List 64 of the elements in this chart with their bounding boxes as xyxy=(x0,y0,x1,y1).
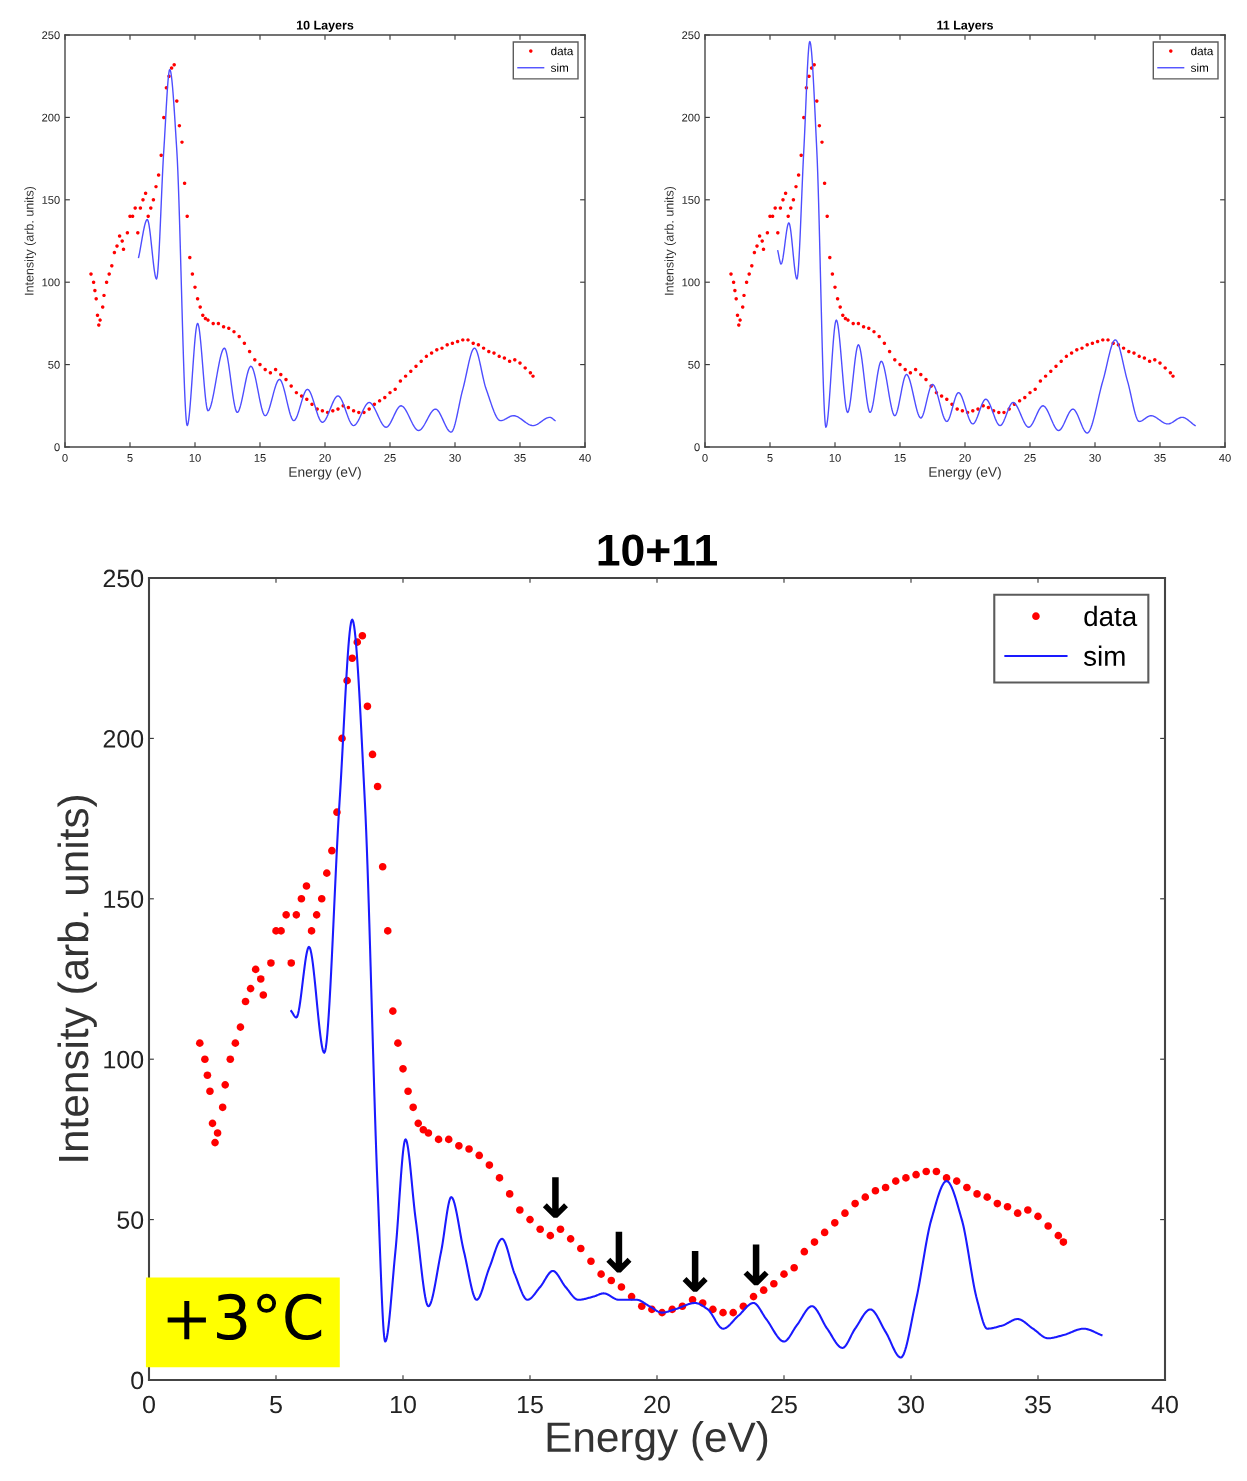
x-tick-label: 30 xyxy=(898,1395,924,1414)
legend-label: data xyxy=(1191,46,1214,56)
y-tick-label: 250 xyxy=(42,31,60,40)
y-tick-label: 200 xyxy=(682,113,700,122)
x-tick-label: 20 xyxy=(319,453,331,462)
y-axis-title: Intensity (arb. units) xyxy=(57,795,97,1161)
x-tick-label: 5 xyxy=(270,1395,282,1414)
y-tick-label: 250 xyxy=(103,569,144,588)
x-tick-label: 25 xyxy=(771,1395,797,1414)
x-tick-label: 15 xyxy=(254,454,266,462)
x-tick-label: 30 xyxy=(1089,453,1101,462)
x-tick-label: 5 xyxy=(127,454,133,462)
annotation: ↓ xyxy=(682,1250,708,1292)
x-tick-label: 10 xyxy=(189,453,201,462)
legend-label: sim xyxy=(1083,645,1125,666)
x-axis-title: Energy (eV) xyxy=(547,1421,768,1461)
y-tick-label: 50 xyxy=(117,1211,144,1229)
y-tick-label: 100 xyxy=(682,278,700,287)
x-tick-label: 20 xyxy=(644,1395,670,1414)
x-axis-title: Energy (eV) xyxy=(289,466,361,480)
legend-label: data xyxy=(551,46,574,56)
x-tick-label: 25 xyxy=(1024,453,1036,462)
y-tick-label: 50 xyxy=(688,360,700,369)
y-tick-label: 200 xyxy=(103,730,144,748)
y-tick-label: 200 xyxy=(42,113,60,122)
x-tick-label: 15 xyxy=(894,454,906,462)
legend-label: data xyxy=(1084,605,1138,627)
y-tick-label: 150 xyxy=(42,196,60,204)
x-tick-label: 30 xyxy=(449,453,461,462)
x-tick-label: 35 xyxy=(1025,1395,1051,1414)
y-tick-label: 50 xyxy=(48,360,60,369)
x-axis-title: Energy (eV) xyxy=(929,466,1001,480)
y-axis-title: Intensity (arb. units) xyxy=(24,186,37,295)
x-tick-label: 0 xyxy=(702,453,708,462)
x-tick-label: 40 xyxy=(1151,1395,1178,1414)
x-tick-label: 10 xyxy=(391,1395,416,1414)
annotation: ↓ xyxy=(542,1177,568,1218)
y-tick-label: 0 xyxy=(131,1371,144,1390)
x-tick-label: 40 xyxy=(1219,453,1231,462)
y-tick-label: 250 xyxy=(682,31,700,40)
x-tick-label: 5 xyxy=(767,454,773,462)
legend-label: sim xyxy=(550,63,568,72)
annotation: ↓ xyxy=(743,1244,769,1286)
y-tick-label: 150 xyxy=(682,196,700,204)
annotation: ↓ xyxy=(606,1231,632,1273)
chart-title: 10+11 xyxy=(598,534,717,566)
y-tick-label: 0 xyxy=(694,443,700,452)
y-tick-label: 100 xyxy=(42,278,60,287)
y-tick-label: 100 xyxy=(104,1050,144,1069)
annotation: +3°C xyxy=(167,1293,322,1341)
x-tick-label: 40 xyxy=(579,453,591,462)
x-tick-label: 0 xyxy=(62,453,68,462)
x-tick-label: 15 xyxy=(518,1395,543,1414)
x-tick-label: 10 xyxy=(829,453,841,462)
x-tick-label: 20 xyxy=(959,453,971,462)
y-tick-label: 0 xyxy=(54,443,60,452)
legend-label: sim xyxy=(1190,63,1208,72)
y-axis-title: Intensity (arb. units) xyxy=(664,186,677,295)
chart-title: 11 Layers xyxy=(937,20,993,33)
chart-title: 10 Layers xyxy=(296,20,354,33)
x-tick-label: 35 xyxy=(1154,453,1166,462)
x-tick-label: 35 xyxy=(514,453,526,462)
y-tick-label: 150 xyxy=(104,890,144,909)
x-tick-label: 25 xyxy=(384,453,396,462)
